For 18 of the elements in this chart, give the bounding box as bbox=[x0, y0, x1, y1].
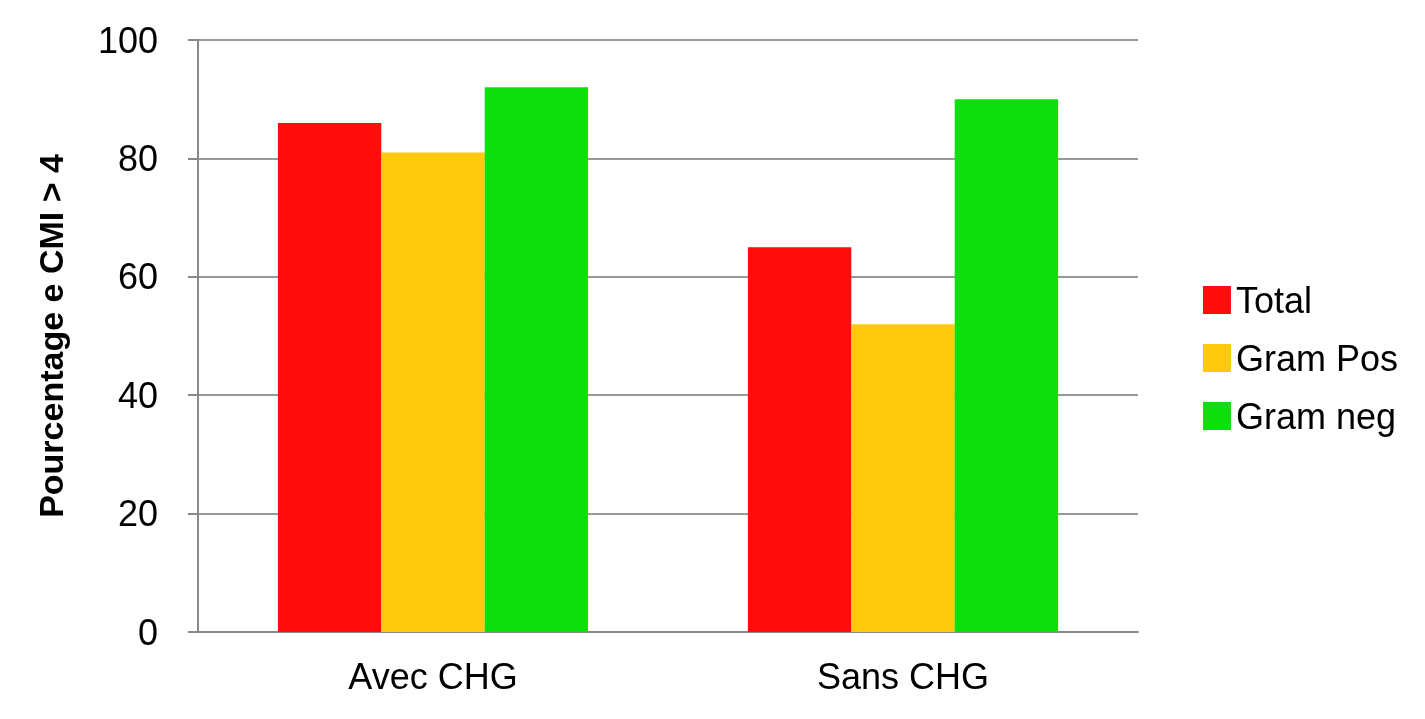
x-tick-label: Sans CHG bbox=[816, 655, 990, 697]
y-tick-label: 0 bbox=[137, 611, 158, 653]
bar bbox=[851, 324, 955, 632]
bar bbox=[381, 152, 485, 632]
y-tick-label: 60 bbox=[117, 256, 158, 298]
bar bbox=[484, 87, 589, 632]
legend-label: Gram neg bbox=[1235, 395, 1397, 437]
x-tick-label: Avec CHG bbox=[348, 655, 518, 697]
bar bbox=[277, 122, 382, 632]
y-tick-label: 40 bbox=[117, 374, 158, 416]
y-tick-label: 100 bbox=[97, 19, 158, 61]
bar bbox=[954, 99, 1059, 632]
legend-label: Total bbox=[1235, 279, 1313, 321]
bar bbox=[747, 247, 852, 632]
legend-label: Gram Pos bbox=[1235, 337, 1399, 379]
y-tick-label: 20 bbox=[117, 493, 158, 535]
y-tick-label: 80 bbox=[117, 137, 158, 179]
y-axis-title: Pourcentage e CMI > 4 bbox=[32, 154, 70, 518]
